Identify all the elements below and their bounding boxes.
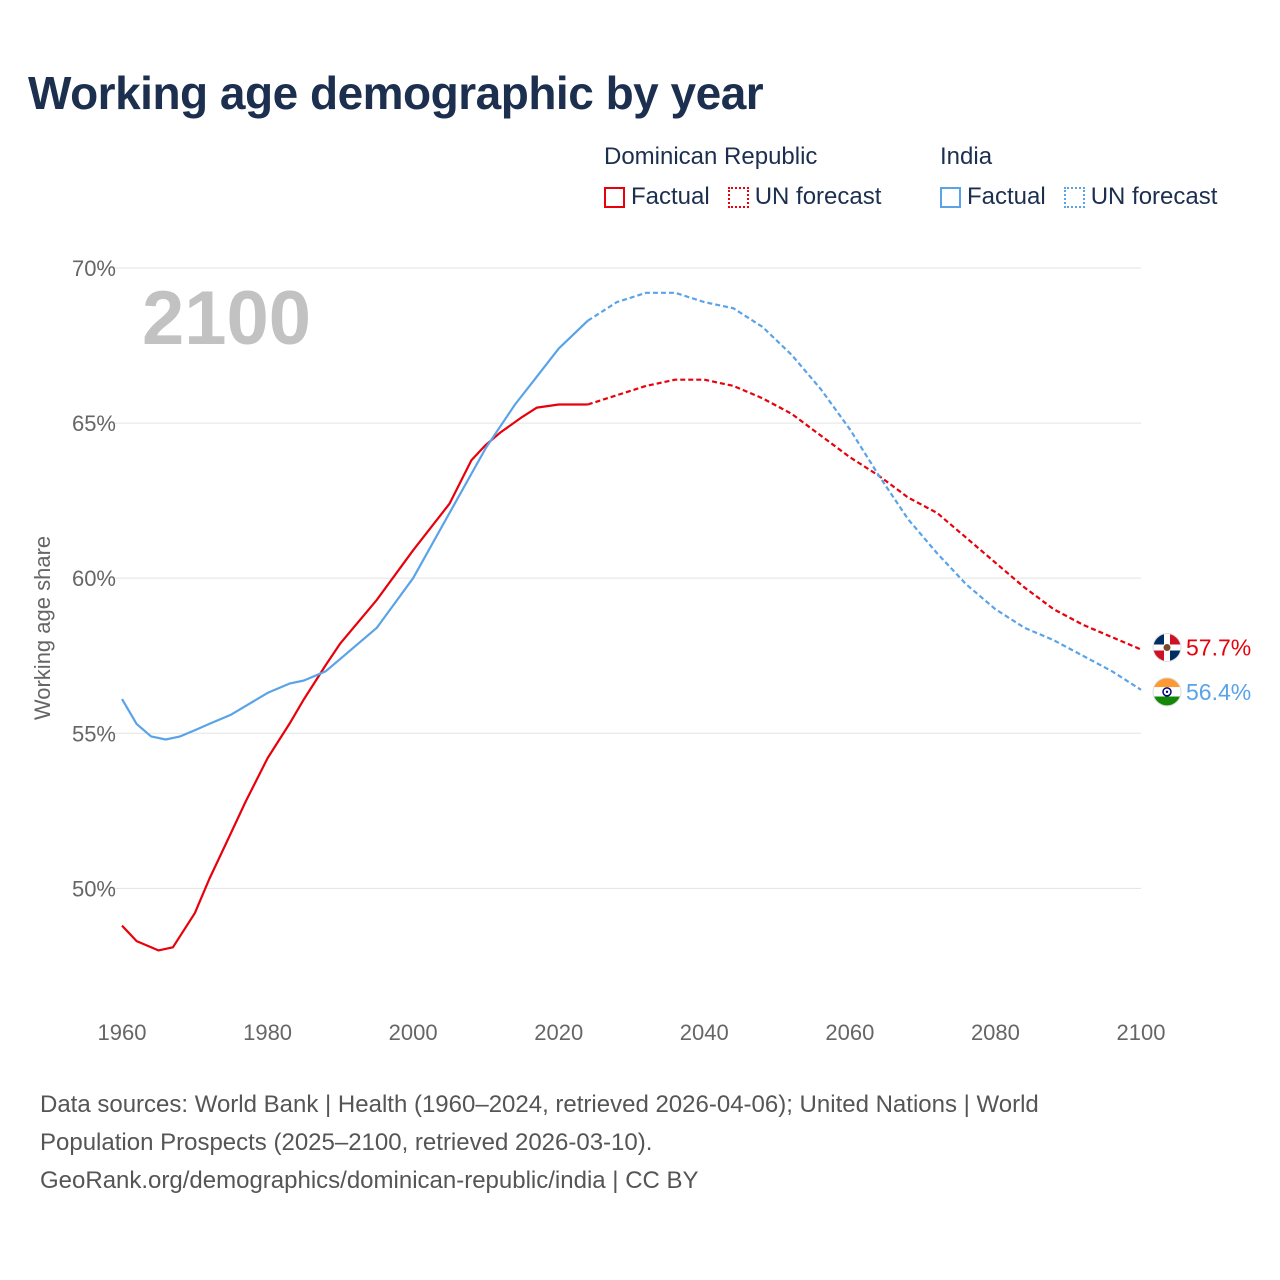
- legend-label: UN forecast: [1090, 183, 1218, 210]
- y-tick-label: 70%: [72, 256, 116, 281]
- end-value-label: 57.7%: [1186, 635, 1251, 661]
- y-tick-label: 55%: [72, 721, 116, 746]
- legend-item-dr-factual[interactable]: Factual: [604, 183, 710, 211]
- y-tick-label: 60%: [72, 566, 116, 591]
- chart-title: Working age demographic by year: [28, 67, 764, 119]
- legend-swatch-dotted: [1063, 186, 1085, 208]
- legend-swatch-dotted: [727, 186, 749, 208]
- x-tick-label: 2080: [971, 1020, 1020, 1045]
- legend-group-dominican-republic: Dominican Republic Factual UN forecast: [604, 143, 899, 211]
- x-tick-label: 1980: [243, 1020, 292, 1045]
- legend-label: Factual: [967, 183, 1046, 210]
- legend-group-title: Dominican Republic: [604, 143, 818, 170]
- year-watermark: 2100: [142, 276, 311, 361]
- series-line-forecast[interactable]: [587, 291, 1142, 691]
- dominican-republic-flag-icon: [1152, 633, 1182, 663]
- legend-label: UN forecast: [754, 183, 882, 210]
- x-tick-label: 2100: [1117, 1020, 1166, 1045]
- series-line-forecast[interactable]: [587, 378, 1142, 651]
- legend-swatch-solid: [940, 186, 961, 208]
- legend-group-title: India: [940, 143, 993, 170]
- x-tick-label: 2060: [825, 1020, 874, 1045]
- x-tick-label: 2040: [680, 1020, 729, 1045]
- footer-line[interactable]: GeoRank.org/demographics/dominican-repub…: [40, 1167, 699, 1194]
- x-tick-label: 1960: [98, 1020, 147, 1045]
- footer-line: Population Prospects (2025–2100, retriev…: [40, 1129, 653, 1156]
- y-tick-label: 65%: [72, 411, 116, 436]
- legend-item-india-forecast[interactable]: UN forecast: [1063, 183, 1218, 211]
- y-axis-title: Working age share: [30, 536, 55, 720]
- line-chart: 2100 50% 55% 60% 65% 70% 1960 1980 2000 2020 2040…: [30, 256, 1251, 1045]
- legend-item-india-factual[interactable]: Factual: [940, 183, 1046, 211]
- legend-item-dr-forecast[interactable]: UN forecast: [727, 183, 882, 211]
- india-flag-icon: [1152, 677, 1182, 707]
- x-tick-label: 2000: [389, 1020, 438, 1045]
- series-line-factual[interactable]: [121, 403, 588, 952]
- legend-swatch-solid: [604, 186, 625, 208]
- footer-sources: Data sources: World Bank | Health (1960–…: [40, 1086, 1240, 1200]
- legend-label: Factual: [631, 183, 710, 210]
- footer-line: Data sources: World Bank | Health (1960–…: [40, 1091, 1039, 1118]
- legend-group-india: India Factual UN forecast: [940, 143, 1235, 211]
- x-tick-label: 2020: [534, 1020, 583, 1045]
- end-value-label: 56.4%: [1186, 679, 1251, 705]
- y-tick-label: 50%: [72, 876, 116, 901]
- series-line-factual[interactable]: [121, 319, 589, 741]
